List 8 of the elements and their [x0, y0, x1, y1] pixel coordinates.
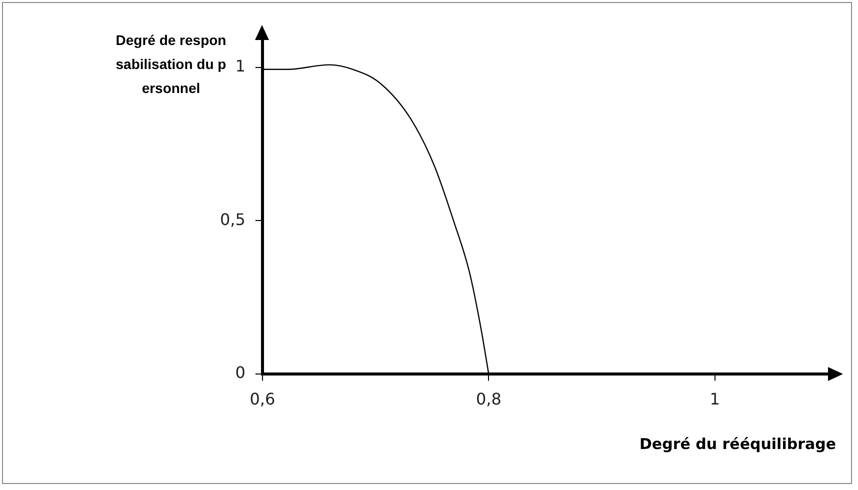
y-tick-label: 0: [235, 362, 246, 382]
y-tick-label: 1: [235, 56, 246, 76]
y-axis-title: Degré de responsabilisation du personnel: [114, 31, 228, 98]
x-tick-label: 0,6: [250, 390, 276, 409]
x-axis-title: Degré du rééquilibrage: [639, 435, 836, 453]
x-tick-label: 1: [710, 390, 720, 409]
y-tick-label: 0,5: [220, 210, 246, 229]
x-tick-label: 0,8: [476, 390, 502, 409]
